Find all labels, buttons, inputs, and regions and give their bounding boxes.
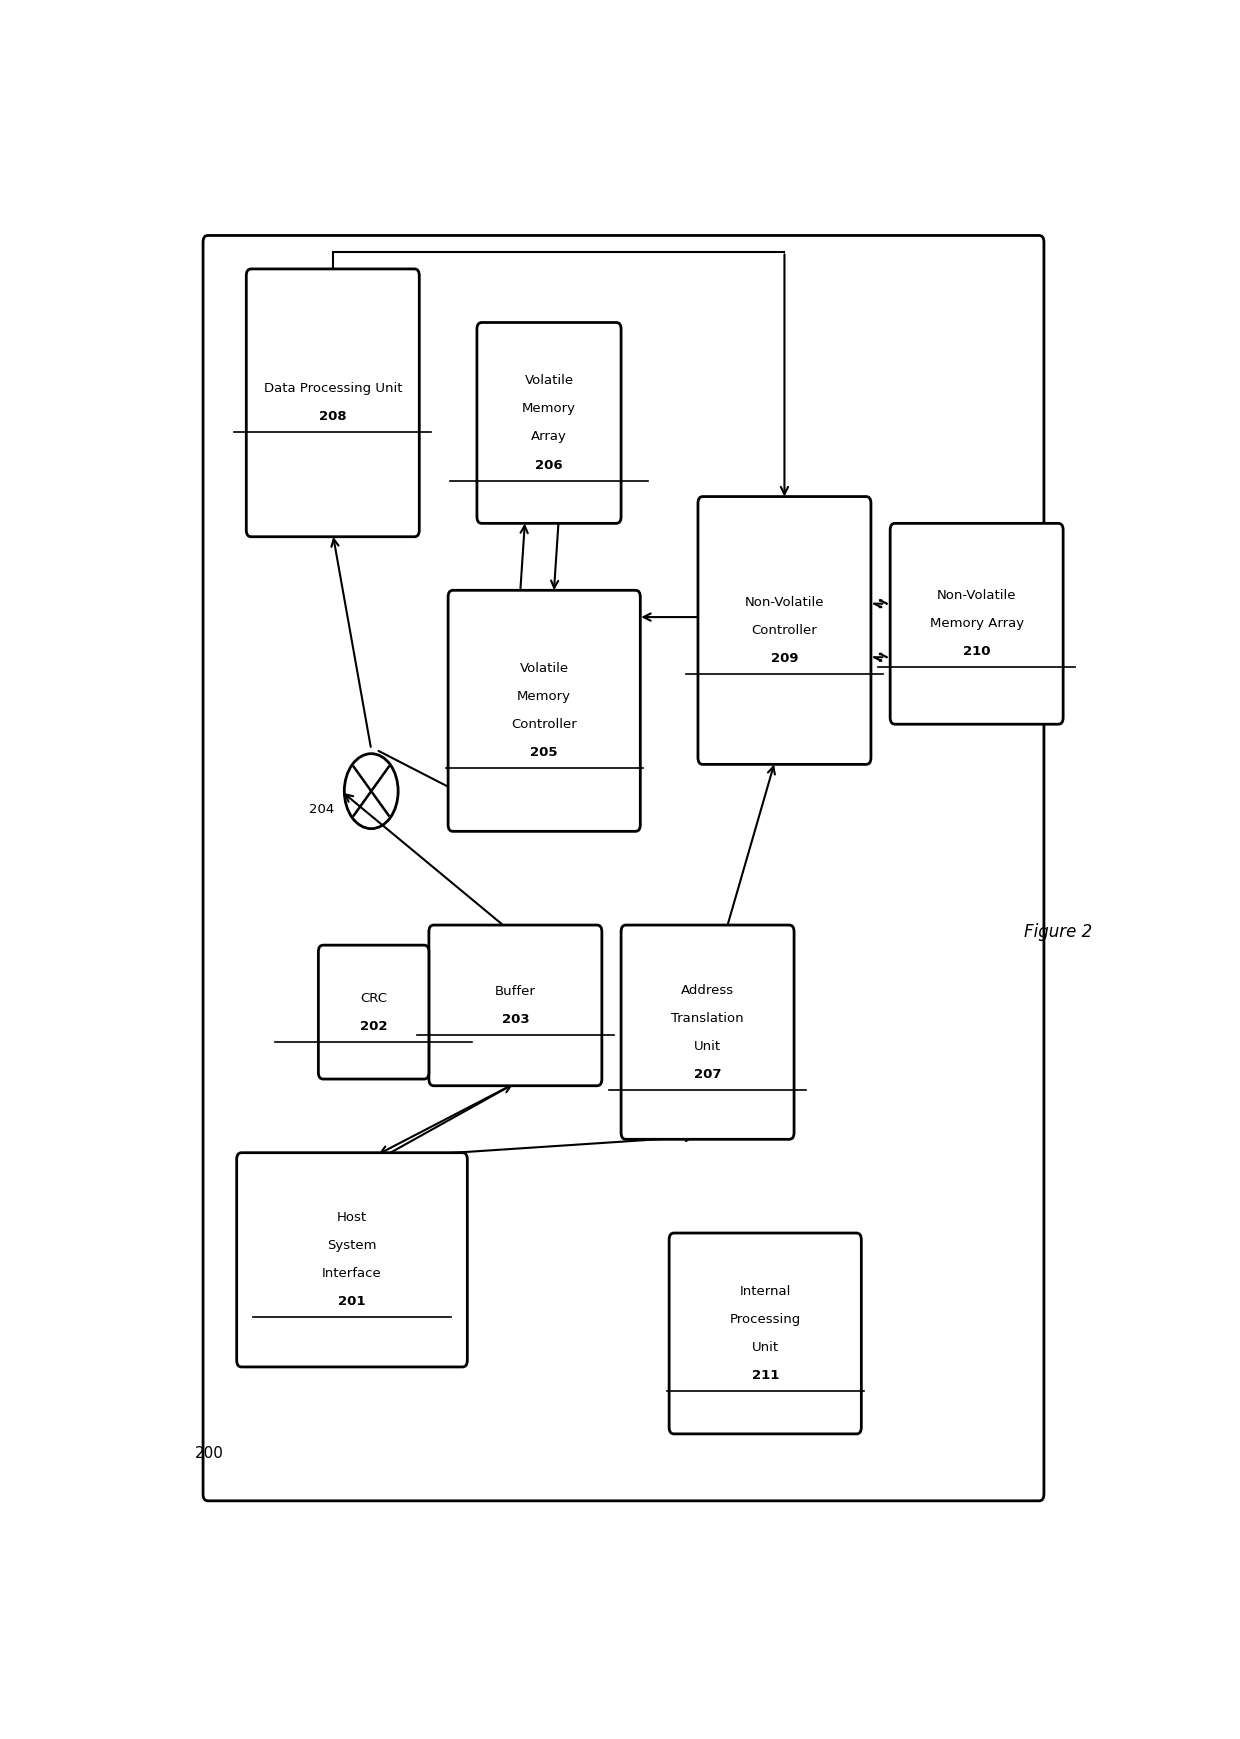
Text: 200: 200	[196, 1445, 224, 1461]
Text: Array: Array	[531, 431, 567, 443]
Text: Data Processing Unit: Data Processing Unit	[264, 383, 402, 395]
Text: 209: 209	[771, 652, 799, 664]
Text: Memory Array: Memory Array	[930, 617, 1024, 630]
Text: 211: 211	[751, 1369, 779, 1383]
Text: 202: 202	[360, 1019, 387, 1033]
FancyBboxPatch shape	[203, 235, 1044, 1501]
FancyBboxPatch shape	[319, 946, 429, 1078]
Text: Address: Address	[681, 984, 734, 996]
FancyBboxPatch shape	[890, 523, 1063, 723]
FancyBboxPatch shape	[237, 1153, 467, 1367]
Text: Translation: Translation	[671, 1012, 744, 1024]
Text: Controller: Controller	[511, 718, 577, 732]
Text: 205: 205	[531, 746, 558, 760]
Text: Interface: Interface	[322, 1268, 382, 1280]
Text: Processing: Processing	[729, 1313, 801, 1325]
Text: 204: 204	[310, 803, 335, 816]
Text: Controller: Controller	[751, 624, 817, 636]
Text: 206: 206	[536, 459, 563, 471]
Text: Memory: Memory	[517, 690, 572, 703]
Text: Memory: Memory	[522, 402, 577, 416]
Text: CRC: CRC	[360, 991, 387, 1005]
FancyBboxPatch shape	[477, 322, 621, 523]
Text: Buffer: Buffer	[495, 984, 536, 998]
Text: System: System	[327, 1240, 377, 1252]
Text: Non-Volatile: Non-Volatile	[937, 590, 1017, 602]
Text: Non-Volatile: Non-Volatile	[745, 596, 825, 609]
Text: Host: Host	[337, 1210, 367, 1224]
Text: 203: 203	[501, 1012, 529, 1026]
Text: Figure 2: Figure 2	[1024, 923, 1092, 941]
FancyBboxPatch shape	[698, 497, 870, 765]
Text: 201: 201	[339, 1296, 366, 1308]
Text: 207: 207	[694, 1068, 722, 1082]
Text: 210: 210	[963, 645, 991, 659]
FancyBboxPatch shape	[247, 270, 419, 537]
FancyBboxPatch shape	[429, 925, 601, 1085]
Text: Volatile: Volatile	[520, 663, 569, 675]
Text: Volatile: Volatile	[525, 374, 574, 388]
Text: Internal: Internal	[739, 1285, 791, 1297]
FancyBboxPatch shape	[621, 925, 794, 1139]
Text: Unit: Unit	[694, 1040, 722, 1052]
FancyBboxPatch shape	[448, 590, 640, 831]
FancyBboxPatch shape	[670, 1233, 862, 1435]
Text: Unit: Unit	[751, 1341, 779, 1355]
Text: 208: 208	[319, 410, 347, 423]
